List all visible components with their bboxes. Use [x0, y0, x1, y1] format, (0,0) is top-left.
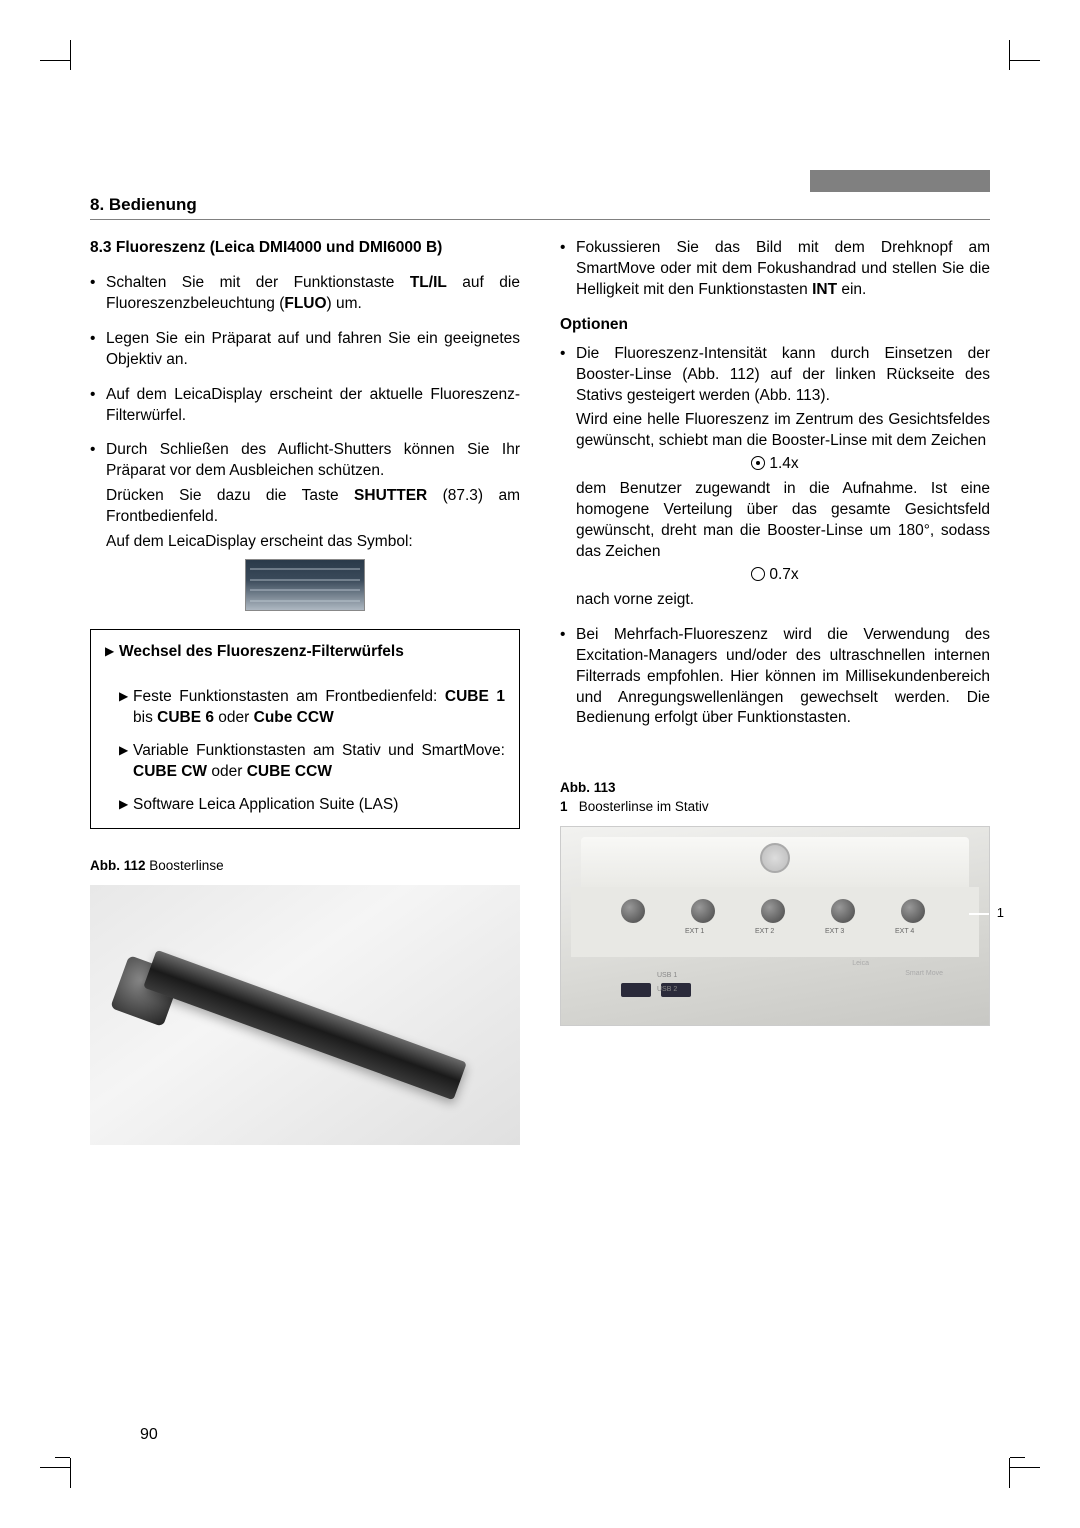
fig-113-pointer-label: 1: [997, 904, 1004, 922]
left-column: 8.3 Fluoreszenz (Leica DMI4000 und DMI60…: [90, 238, 520, 1145]
triangle-icon: ▶: [119, 741, 133, 783]
option-1c: dem Benutzer zugewandt in die Aufnahme. …: [576, 479, 990, 563]
fig-112-image: [90, 885, 520, 1145]
bullet-4a: Durch Schließen des Auflicht-Shutters kö…: [106, 440, 520, 482]
section-header: 8. Bedienung: [90, 195, 990, 220]
fig-113-image: EXT 1 EXT 2 EXT 3 EXT 4 USB 1 USB 2 Smar…: [560, 826, 990, 1026]
leica-display-icon: [245, 559, 365, 611]
box-item-1: Feste Funktionstasten am Frontbedienfeld…: [133, 687, 505, 729]
bullet-1: Schalten Sie mit der Funktionstaste TL/I…: [106, 273, 520, 315]
triangle-icon: ▶: [119, 687, 133, 729]
fig-113-caption: Abb. 113 1 Boosterlinse im Stativ: [560, 779, 990, 815]
option-2: Bei Mehrfach-Fluoreszenz wird die Verwen…: [576, 625, 990, 730]
bullet-3: Auf dem LeicaDisplay erscheint der aktue…: [106, 385, 520, 427]
options-heading: Optionen: [560, 315, 990, 336]
circle-dot-icon: [751, 456, 765, 470]
box-item-2: Variable Funktionstasten am Stativ und S…: [133, 741, 505, 783]
box-title: Wechsel des Fluoreszenz-Filterwürfels: [119, 642, 505, 663]
subsection-title: 8.3 Fluoreszenz (Leica DMI4000 und DMI60…: [90, 238, 520, 259]
triangle-icon: ▶: [105, 642, 119, 675]
bullet-2: Legen Sie ein Präparat auf und fahren Si…: [106, 329, 520, 371]
fig-112-caption: Abb. 112 Boosterlinse: [90, 857, 520, 875]
right-column: • Fokussieren Sie das Bild mit dem Drehk…: [560, 238, 990, 1145]
triangle-icon: ▶: [119, 795, 133, 816]
option-1b: Wird eine helle Fluoreszenz im Zentrum d…: [576, 410, 990, 452]
circle-icon: [751, 567, 765, 581]
option-1d: nach vorne zeigt.: [576, 590, 990, 611]
box-item-3: Software Leica Application Suite (LAS): [133, 795, 505, 816]
symbol-0-7x: 0.7x: [560, 565, 990, 586]
right-bullet-1: Fokussieren Sie das Bild mit dem Drehkno…: [576, 238, 990, 301]
option-1a: Die Fluoreszenz-Intensität kann durch Ei…: [576, 344, 990, 407]
gray-header-bar: [810, 170, 990, 192]
symbol-1-4x: 1.4x: [560, 454, 990, 475]
bullet-4c: Auf dem LeicaDisplay erscheint das Symbo…: [106, 532, 520, 553]
filter-cube-box: ▶ Wechsel des Fluoreszenz-Filterwürfels …: [90, 629, 520, 829]
bullet-4b: Drücken Sie dazu die Taste SHUTTER (87.3…: [106, 486, 520, 528]
page-number: 90: [140, 1426, 158, 1444]
